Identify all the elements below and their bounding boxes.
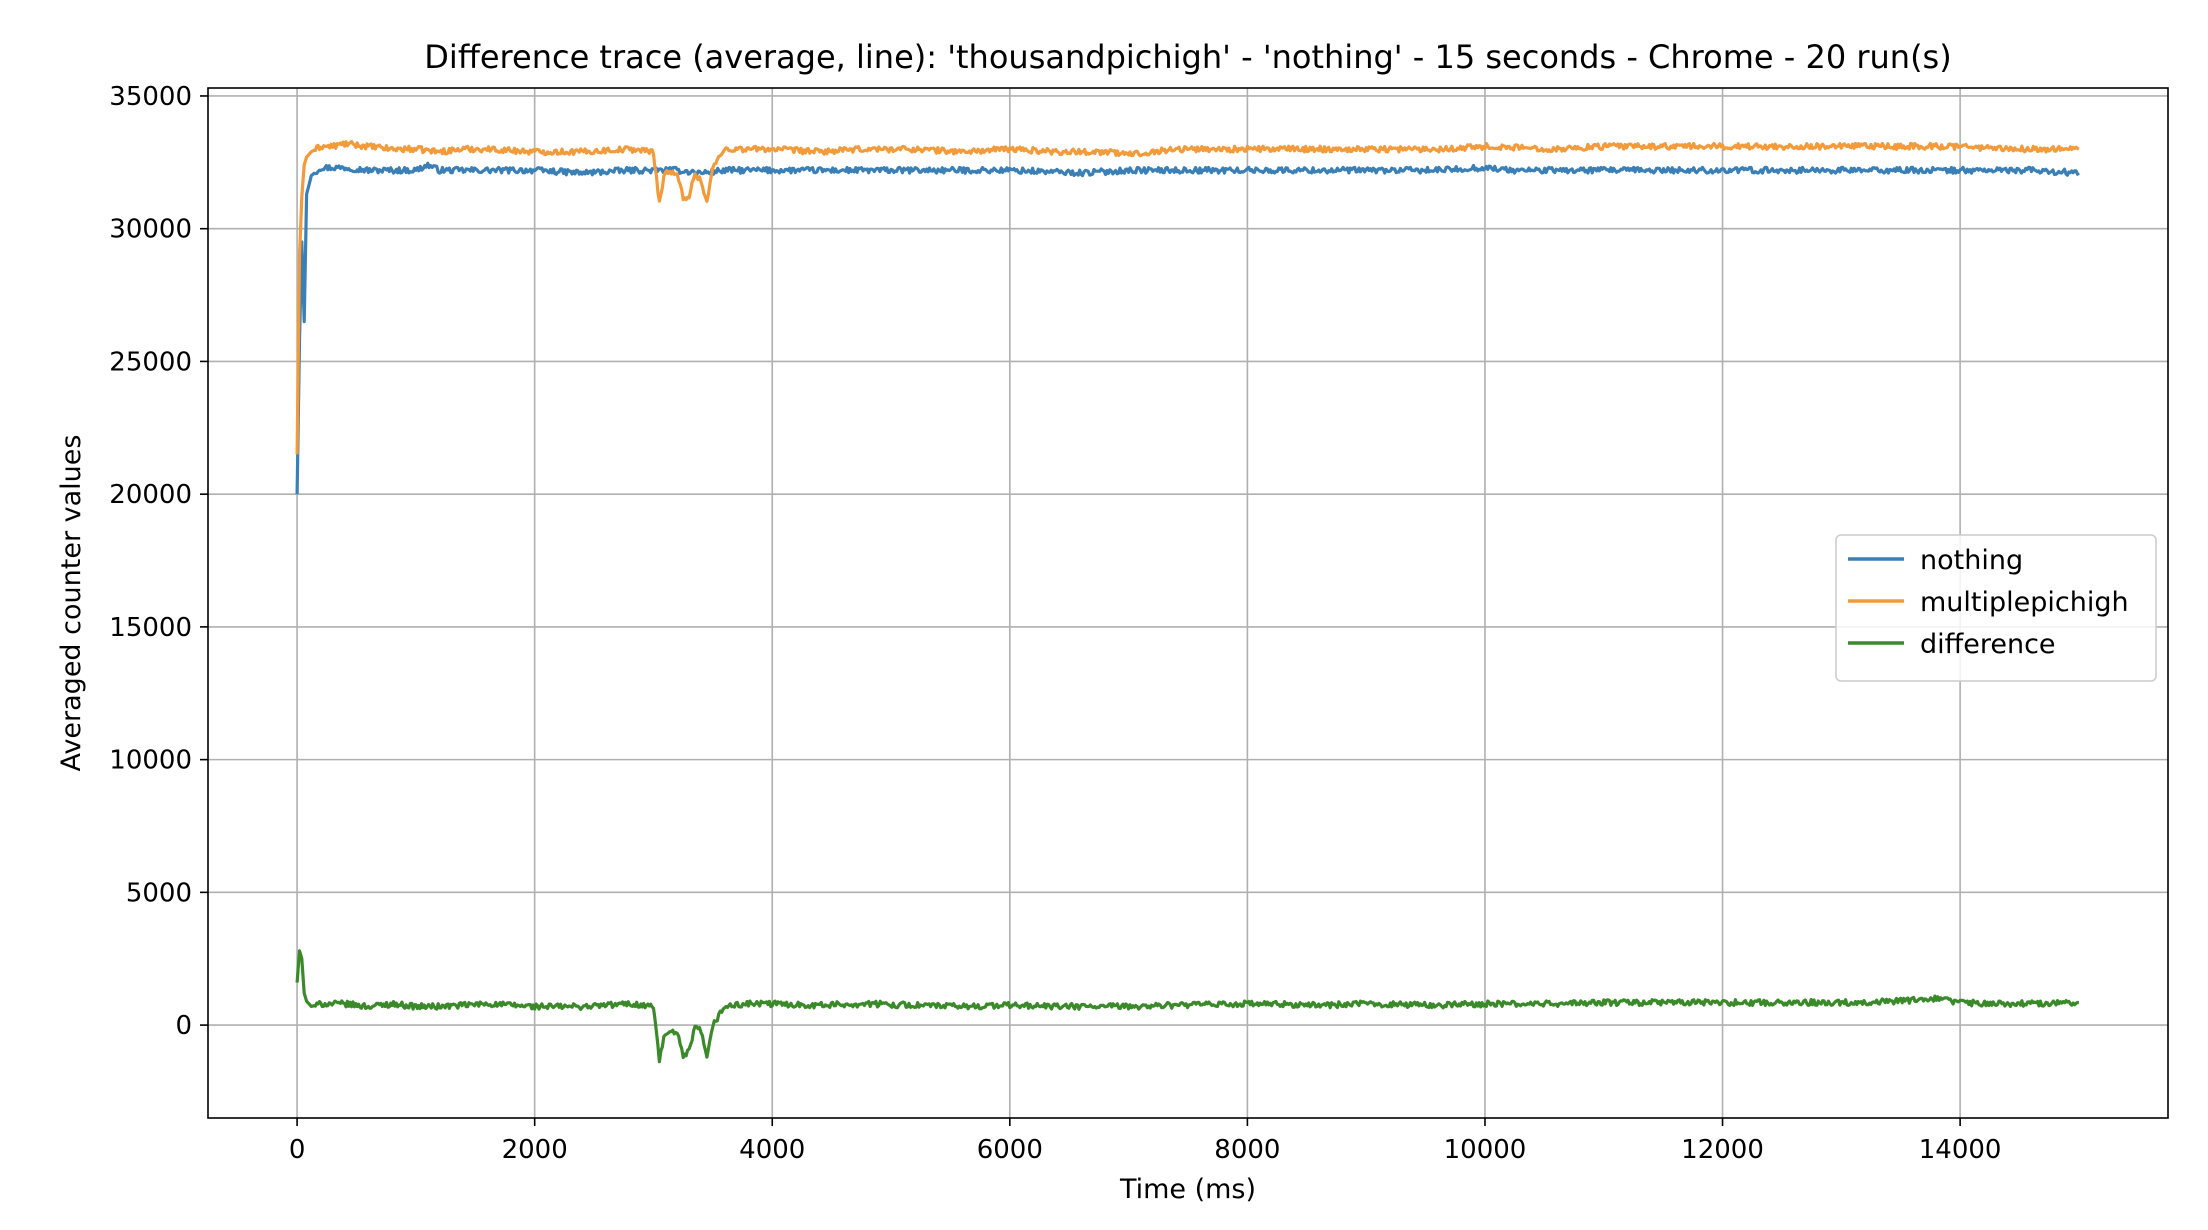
y-tick-label: 5000 bbox=[126, 878, 192, 908]
x-tick-label: 2000 bbox=[502, 1135, 568, 1165]
x-tick-label: 6000 bbox=[977, 1135, 1043, 1165]
legend-label-nothing: nothing bbox=[1920, 545, 2023, 576]
legend-label-multiplepichigh: multiplepichigh bbox=[1920, 587, 2129, 618]
plot-frame bbox=[207, 87, 2169, 1119]
series-line-difference bbox=[295, 949, 2080, 1064]
x-axis-label: Time (ms) bbox=[1119, 1174, 1256, 1205]
x-tick-label: 12000 bbox=[1681, 1135, 1764, 1165]
legend: nothing multiplepichigh difference bbox=[1835, 534, 2157, 682]
legend-box bbox=[1835, 534, 2157, 682]
x-tick-label: 0 bbox=[289, 1135, 306, 1165]
y-tick-label: 30000 bbox=[109, 215, 192, 245]
x-tick-label: 10000 bbox=[1444, 1135, 1527, 1165]
legend-label-difference: difference bbox=[1920, 629, 2056, 660]
x-tick-label: 4000 bbox=[739, 1135, 805, 1165]
y-tick-label: 10000 bbox=[109, 746, 192, 776]
y-tick-label: 0 bbox=[175, 1011, 192, 1041]
y-tick-label: 25000 bbox=[109, 347, 192, 377]
y-tick-label: 20000 bbox=[109, 480, 192, 510]
series-line-multiplepichigh bbox=[295, 140, 2080, 455]
x-tick-label: 14000 bbox=[1919, 1135, 2002, 1165]
x-tick-label: 8000 bbox=[1214, 1135, 1280, 1165]
axis-ticks: 0 2000 4000 6000 8000 10000 12000 14000 0 5000 100… bbox=[109, 82, 2001, 1165]
chart-title: Difference trace (average, line): 'thous… bbox=[424, 38, 1951, 76]
y-tick-label: 15000 bbox=[109, 613, 192, 643]
series-lines bbox=[295, 140, 2080, 1064]
grid-lines bbox=[208, 88, 2168, 1118]
series-line-nothing bbox=[295, 161, 2080, 495]
y-axis-label: Averaged counter values bbox=[56, 435, 87, 772]
y-tick-label: 35000 bbox=[109, 82, 192, 112]
